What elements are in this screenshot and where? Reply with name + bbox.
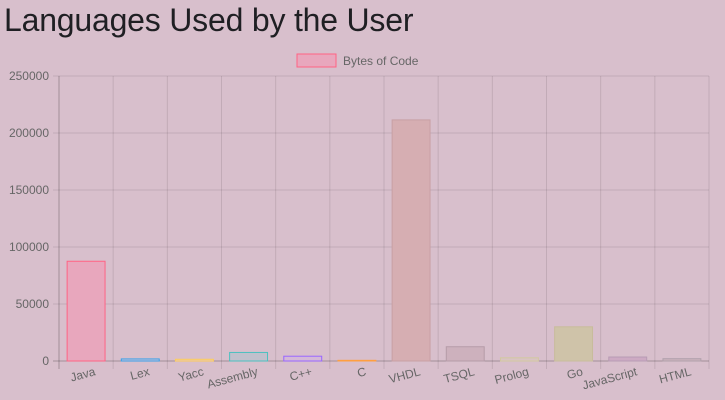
legend-swatch — [296, 53, 337, 68]
x-tick-label: HTML — [658, 364, 693, 386]
bar-yacc[interactable] — [174, 358, 214, 362]
x-tick-label: C — [356, 364, 368, 380]
bar-go[interactable] — [554, 326, 594, 362]
legend-label: Bytes of Code — [343, 54, 419, 68]
bar-java[interactable] — [66, 260, 106, 362]
bar-tsql[interactable] — [445, 346, 485, 362]
bar-javascript[interactable] — [608, 356, 648, 362]
x-tick-label: Go — [565, 364, 584, 382]
y-axis-ticks: 0 50000 100000 150000 200000 250000 — [9, 69, 49, 368]
y-tick-label: 0 — [42, 354, 49, 368]
chart-bars — [66, 119, 702, 362]
x-tick-label: Prolog — [493, 364, 530, 387]
x-tick-label: VHDL — [387, 364, 422, 386]
bar-assembly[interactable] — [229, 351, 269, 362]
x-tick-label: Java — [69, 364, 97, 384]
y-tick-label: 100000 — [9, 240, 49, 254]
y-tick-label: 200000 — [9, 126, 49, 140]
chart-legend[interactable]: Bytes of Code — [296, 53, 419, 68]
bar-vhdl[interactable] — [391, 119, 431, 362]
x-tick-label: JavaScript — [581, 364, 639, 392]
x-tick-label: Lex — [129, 364, 151, 383]
bar-c[interactable] — [337, 359, 377, 362]
x-tick-label: C++ — [288, 364, 314, 383]
bar-prolog[interactable] — [499, 357, 539, 362]
x-tick-label: Assembly — [205, 364, 259, 391]
y-tick-label: 250000 — [9, 69, 49, 83]
bar-lex[interactable] — [120, 358, 160, 362]
x-tick-label: Yacc — [177, 364, 206, 384]
bar-c-[interactable] — [283, 355, 323, 362]
bar-html[interactable] — [662, 358, 702, 362]
x-tick-label: TSQL — [442, 364, 476, 386]
page-title: Languages Used by the User — [4, 2, 414, 38]
y-tick-label: 50000 — [16, 297, 50, 311]
x-axis-ticks: Java Lex Yacc Assembly C++ C VHDL TSQL Prolog GoJ… — [69, 364, 693, 392]
y-tick-label: 150000 — [9, 183, 49, 197]
chart-grid — [53, 75, 710, 369]
